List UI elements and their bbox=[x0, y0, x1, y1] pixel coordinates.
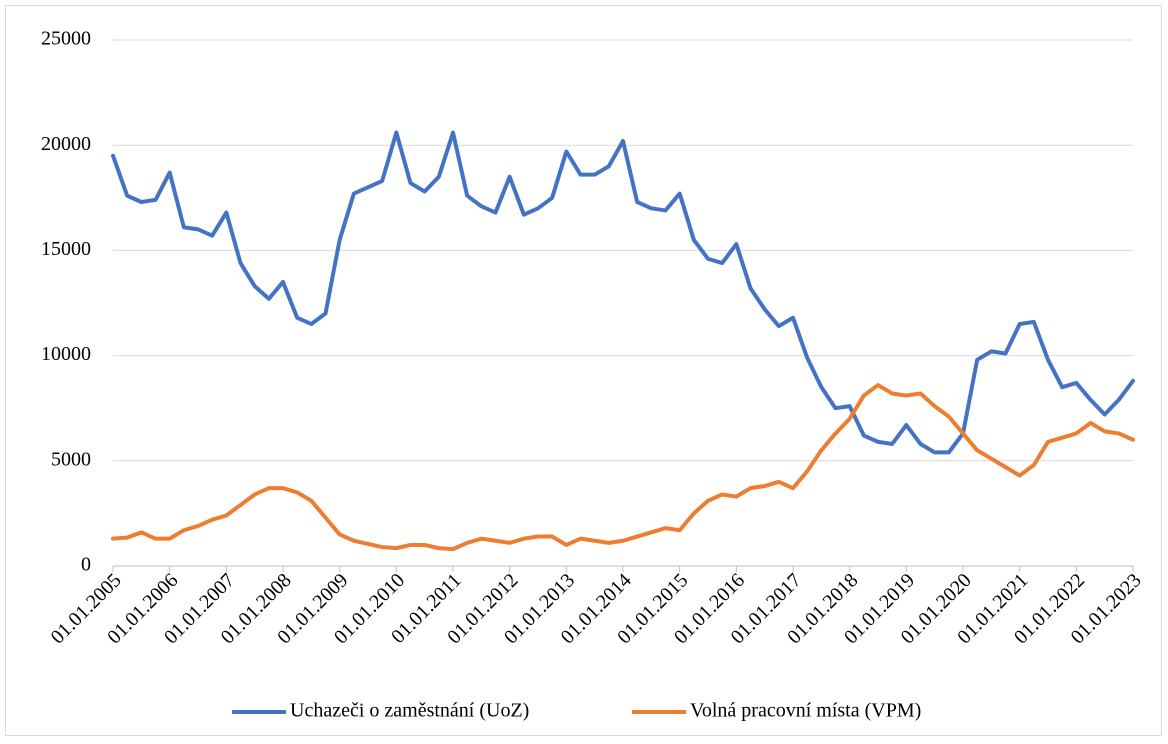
y-tick-label: 20000 bbox=[41, 133, 91, 155]
y-tick-label: 10000 bbox=[41, 343, 91, 365]
series-line bbox=[111, 383, 1135, 552]
legend-label: Uchazeči o zaměstnání (UoZ) bbox=[290, 700, 529, 722]
y-tick-label: 25000 bbox=[41, 28, 91, 50]
y-tick-label: 0 bbox=[81, 554, 91, 576]
y-tick-label: 5000 bbox=[51, 448, 91, 470]
legend-label: Volná pracovní místa (VPM) bbox=[690, 700, 921, 722]
chart-border bbox=[5, 5, 1162, 736]
y-tick-label: 15000 bbox=[41, 238, 91, 260]
